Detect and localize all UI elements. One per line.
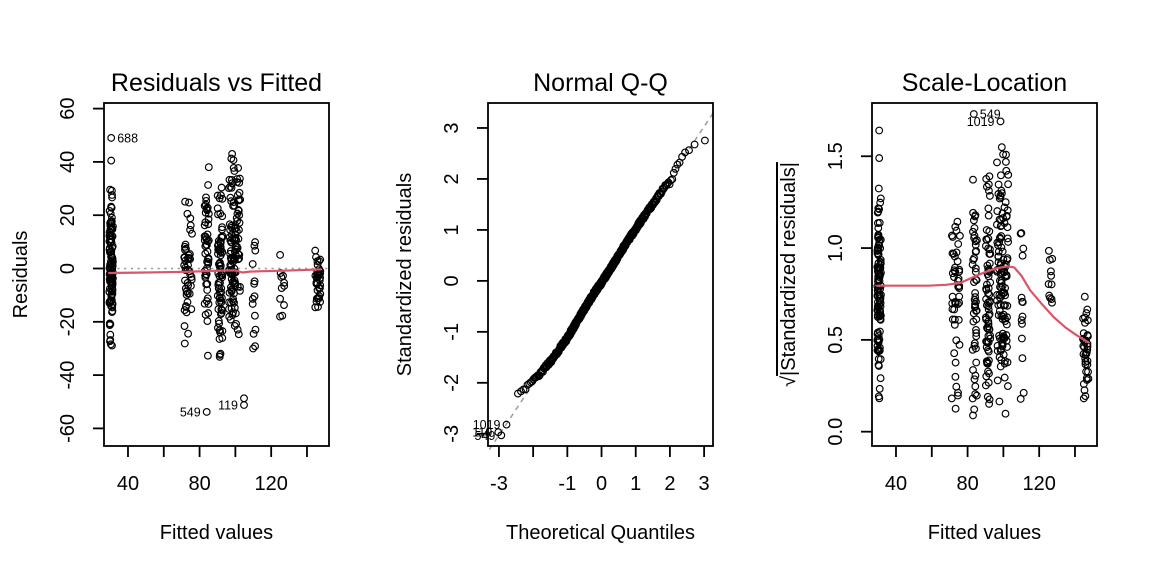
- plot-box: [103, 102, 330, 447]
- outlier-label: 1019: [967, 115, 995, 129]
- outlier-label: 1019: [473, 418, 501, 432]
- plot-box: [871, 102, 1098, 447]
- outlier-label: 119: [218, 399, 238, 413]
- x-tick-label: 80: [188, 473, 210, 495]
- y-tick-label: -2: [441, 374, 463, 392]
- outlier-label: 549: [180, 405, 201, 419]
- y-tick-label: 40: [57, 151, 79, 173]
- smooth-line: [108, 268, 322, 275]
- y-tick-label: -40: [57, 361, 79, 390]
- y-tick-label: 0.0: [825, 418, 847, 446]
- y-tick-label: -60: [57, 414, 79, 443]
- y-tick-label: -3: [441, 425, 463, 443]
- y-axis-label: Standardized residuals: [394, 173, 416, 376]
- y-axis-label: Residuals: [10, 231, 32, 319]
- x-tick-label: 2: [664, 473, 675, 495]
- data-points: [873, 110, 1093, 420]
- x-tick-label: -1: [558, 473, 576, 495]
- panel-title: Scale-Location: [902, 69, 1067, 97]
- x-tick-label: 120: [1022, 473, 1055, 495]
- y-tick-label: 20: [57, 204, 79, 226]
- y-tick-label: 60: [57, 97, 79, 119]
- x-axis-label: Fitted values: [160, 522, 273, 544]
- x-tick-label: 1: [630, 473, 641, 495]
- x-tick-label: 40: [117, 473, 139, 495]
- data-points: [494, 136, 709, 440]
- outlier-label: 549: [474, 429, 495, 443]
- y-tick-label: 1.5: [825, 142, 847, 170]
- x-tick-label: 120: [254, 473, 287, 495]
- panel-title: Normal Q-Q: [533, 69, 668, 97]
- y-tick-label: 1: [441, 224, 463, 235]
- y-axis-label: √|Standardized residuals|: [778, 162, 800, 387]
- data-points: [105, 133, 325, 416]
- x-axis-label: Theoretical Quantiles: [506, 522, 695, 544]
- y-tick-label: -1: [441, 323, 463, 341]
- y-tick-label: -20: [57, 307, 79, 336]
- x-tick-label: 40: [885, 473, 907, 495]
- y-tick-label: 3: [441, 122, 463, 133]
- panel-scale-location: 549 1019 40 80 120 0.0 0.5 1.0 1.5 Scale-Location…: [768, 0, 1152, 576]
- residuals-vs-fitted-plot: 688 549 119 40 80 120 -60 -40 -20 0 20 40 60 Residual…: [10, 69, 330, 544]
- x-axis-label: Fitted values: [928, 522, 1041, 544]
- y-tick-label: 0: [57, 263, 79, 274]
- plot-box: [487, 102, 714, 447]
- y-tick-label: 1.0: [825, 234, 847, 262]
- x-tick-label: -3: [490, 473, 508, 495]
- x-tick-label: 80: [956, 473, 978, 495]
- y-tick-label: 2: [441, 173, 463, 184]
- y-tick-label: 0: [441, 275, 463, 286]
- y-tick-label: 0.5: [825, 326, 847, 354]
- smooth-line: [876, 265, 1090, 344]
- outlier-label: 688: [117, 131, 138, 145]
- panel-title: Residuals vs Fitted: [111, 69, 322, 97]
- panel-normal-qq: 1019 119 549 -3 -1 0 1 2 3 -3 -2 -1 0 1 2 3 Normal Q-Q Th…: [384, 0, 768, 576]
- outlier-label: 549: [980, 108, 1001, 122]
- panel-residuals-vs-fitted: 688 549 119 40 80 120 -60 -40 -20 0 20 40 60 Residual…: [0, 0, 384, 576]
- x-tick-label: 0: [596, 473, 607, 495]
- x-tick-label: 3: [699, 473, 710, 495]
